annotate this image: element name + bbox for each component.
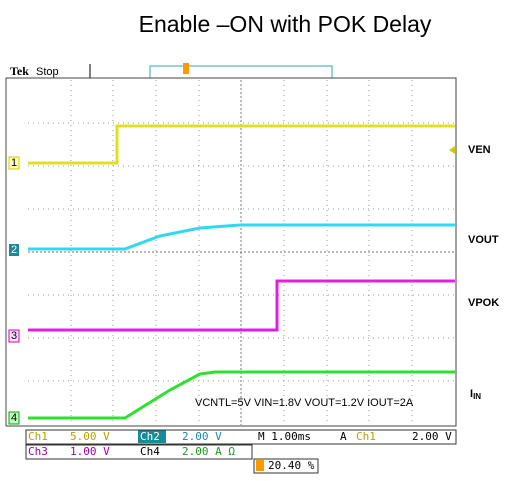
ch-scale: 2.00 V — [182, 430, 222, 443]
marker: 2 — [11, 244, 17, 256]
marker: 4 — [11, 412, 17, 424]
status: Stop — [36, 66, 59, 78]
ch-name: Ch2 — [140, 430, 160, 443]
trigger-pos — [183, 63, 189, 74]
markers: 1 2 3 4 — [8, 156, 20, 425]
trig-mode: A — [340, 430, 347, 443]
timebase: M 1.00ms — [258, 430, 311, 443]
readouts: Ch1 5.00 V Ch2 2.00 V M 1.00ms A Ch1 2.0… — [28, 430, 452, 472]
wave-iin — [28, 370, 455, 420]
label-sub: IN — [473, 392, 481, 401]
wave-ven — [28, 124, 455, 165]
ch-name: Ch1 — [28, 430, 48, 443]
labels: VEN VOUT VPOK IIN — [468, 144, 499, 401]
marker: 3 — [11, 330, 17, 342]
trig-level: 2.00 V — [412, 430, 452, 443]
marker: 1 — [11, 157, 17, 169]
ch-scale: 2.00 A Ω — [182, 445, 235, 458]
waveforms — [28, 124, 455, 420]
trace-label: IIN — [470, 388, 481, 401]
record-bar — [149, 65, 333, 79]
ch-scale: 5.00 V — [70, 430, 110, 443]
grid — [28, 80, 455, 425]
wave-vpok — [28, 279, 455, 332]
wave-vout — [28, 223, 455, 251]
position: 20.40 % — [268, 459, 315, 472]
ch-scale: 1.00 V — [70, 445, 110, 458]
ch-name: Ch4 — [140, 445, 160, 458]
ch-name: Ch3 — [28, 445, 48, 458]
readout-boxes — [25, 429, 457, 474]
title: Enable –ON with POK Delay — [139, 11, 432, 37]
level-marker — [449, 146, 455, 154]
label-main: I — [470, 388, 473, 400]
trace-label: VOUT — [468, 234, 499, 246]
annotation: VCNTL=5V VIN=1.8V VOUT=1.2V IOUT=2A — [195, 397, 414, 409]
brand: Tek — [10, 64, 29, 78]
pos-icon — [256, 460, 264, 471]
trace-label: VEN — [468, 144, 491, 156]
ch2-bg — [138, 430, 166, 443]
trig-source: Ch1 — [356, 430, 376, 443]
trace-label: VPOK — [468, 297, 499, 309]
